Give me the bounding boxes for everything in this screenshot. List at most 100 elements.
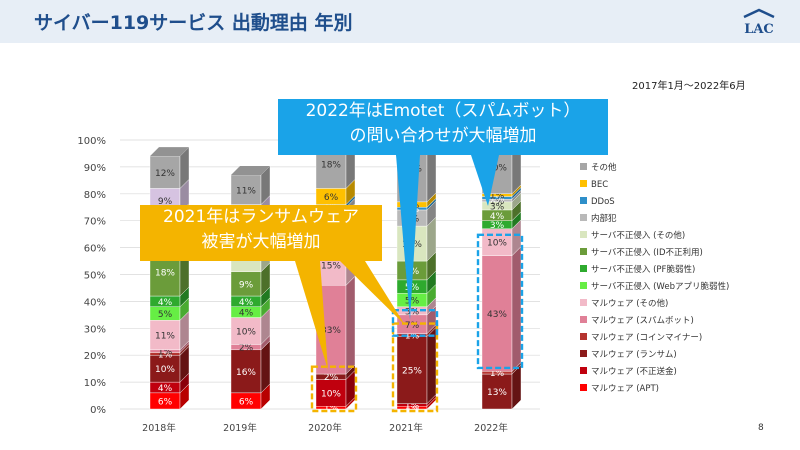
- legend-label: マルウェア (ランサム): [591, 350, 677, 360]
- legend-swatch: [580, 316, 587, 323]
- bar-segment: [481, 255, 513, 372]
- data-label: 5%: [158, 310, 173, 320]
- highlight-box-2021-spam: [391, 308, 439, 337]
- data-label: 1%: [490, 194, 505, 204]
- legend-swatch: [580, 197, 587, 204]
- callout-ransom-pointer-2: [340, 261, 405, 325]
- data-label: 4%: [239, 309, 254, 319]
- data-label: 3%: [490, 221, 505, 231]
- legend-swatch: [580, 214, 587, 221]
- callout-emotet-pointer: [471, 155, 499, 206]
- data-label: 1%: [490, 197, 505, 207]
- legend-swatch: [580, 180, 587, 187]
- data-label: 4%: [490, 212, 505, 222]
- data-label: 16%: [236, 368, 256, 378]
- highlight-box-2021: [391, 322, 439, 413]
- callout-emotet-line2: の問い合わせが大幅増加: [349, 126, 537, 146]
- data-label: 10%: [236, 327, 256, 337]
- callout-ransom-line1: 2021年はランサムウェア: [163, 207, 359, 227]
- y-tick-label: 90%: [84, 163, 106, 174]
- data-label: 6%: [324, 193, 339, 203]
- data-label: 9%: [239, 280, 254, 290]
- data-label: 1%: [405, 404, 420, 414]
- legend-swatch: [580, 350, 587, 357]
- data-label: 1%: [405, 401, 420, 411]
- data-label: 6%: [158, 397, 173, 407]
- y-tick-label: 60%: [84, 244, 106, 255]
- legend-swatch: [580, 231, 587, 238]
- callout-emotet-pointer-2: [396, 155, 420, 320]
- legend-swatch: [580, 282, 587, 289]
- data-label: 1%: [324, 404, 339, 414]
- y-tick-label: 40%: [84, 297, 106, 308]
- callout-ransom-pointer: [295, 261, 328, 370]
- callout-ransom-line2: 被害が大幅増加: [201, 232, 321, 252]
- page-number: 8: [758, 423, 764, 433]
- legend-swatch: [580, 163, 587, 170]
- header-bar: [0, 0, 800, 43]
- data-label: 15%: [321, 262, 341, 272]
- legend-label: マルウェア (APT): [591, 384, 659, 394]
- y-tick-label: 70%: [84, 217, 106, 228]
- callout-ransomware: 2021年はランサムウェア 被害が大幅増加: [140, 205, 382, 261]
- data-label: 5%: [405, 297, 420, 307]
- legend-label: サーバ不正侵入 (その他): [591, 230, 685, 241]
- data-label: 2%: [324, 373, 339, 383]
- data-label: 11%: [155, 332, 175, 342]
- x-tick-label: 2022年: [474, 422, 508, 434]
- x-tick-label: 2020年: [308, 422, 342, 434]
- data-label: 10%: [321, 389, 341, 399]
- legend-label: サーバ不正侵入 (PF脆弱性): [591, 264, 695, 275]
- data-label: 4%: [158, 298, 173, 308]
- callout-emotet: 2022年はEmotet（スパムボット） の問い合わせが大幅増加: [278, 99, 608, 155]
- bar-side: [345, 275, 356, 375]
- x-tick-label: 2018年: [142, 422, 176, 434]
- legend-swatch: [580, 367, 587, 374]
- legend-swatch: [580, 333, 587, 340]
- data-label: 1%: [158, 348, 173, 358]
- data-label: 5%: [405, 283, 420, 293]
- data-label: 3%: [490, 202, 505, 212]
- data-label: 2%: [239, 344, 254, 354]
- x-tick-label: 2021年: [389, 422, 423, 434]
- data-label: 9%: [158, 197, 173, 207]
- data-label: 3%: [405, 307, 420, 317]
- legend-swatch: [580, 265, 587, 272]
- data-label: 1%: [490, 192, 505, 202]
- data-label: 1%: [490, 369, 505, 379]
- logo-text: LAC: [744, 22, 774, 37]
- y-tick-label: 20%: [84, 351, 106, 362]
- bar-segment: [481, 373, 513, 410]
- data-label: 20%: [487, 163, 507, 173]
- data-label: 4%: [158, 384, 173, 394]
- data-label: 4%: [239, 298, 254, 308]
- data-label: 12%: [155, 169, 175, 179]
- legend-swatch: [580, 299, 587, 306]
- bar-segment: [315, 379, 347, 407]
- legend-label: マルウェア (コインマイナー): [591, 333, 702, 343]
- data-label: 10%: [487, 239, 507, 249]
- period-label: 2017年1月～2022年6月: [632, 81, 746, 92]
- data-label: 43%: [487, 310, 507, 320]
- highlight-box-2022: [476, 233, 524, 370]
- data-label: 33%: [321, 326, 341, 336]
- y-tick-label: 10%: [84, 378, 106, 389]
- bar-segment: [230, 271, 262, 297]
- y-tick-label: 80%: [84, 190, 106, 201]
- data-label: 6%: [239, 397, 254, 407]
- y-tick-label: 0%: [90, 405, 106, 416]
- data-label: 1%: [158, 350, 173, 360]
- y-tick-label: 30%: [84, 324, 106, 335]
- legend-swatch: [580, 384, 587, 391]
- bar-top: [231, 165, 270, 175]
- legend-label: 内部犯: [591, 213, 617, 224]
- bar-side: [511, 246, 522, 372]
- bar-side: [426, 326, 437, 405]
- callout-emotet-line1: 2022年はEmotet（スパムボット）: [305, 101, 581, 121]
- data-label: 18%: [155, 268, 175, 278]
- lac-logo: LAC: [743, 8, 775, 37]
- legend-label: BEC: [591, 180, 608, 190]
- data-label: 11%: [236, 186, 256, 196]
- data-label: 18%: [321, 161, 341, 171]
